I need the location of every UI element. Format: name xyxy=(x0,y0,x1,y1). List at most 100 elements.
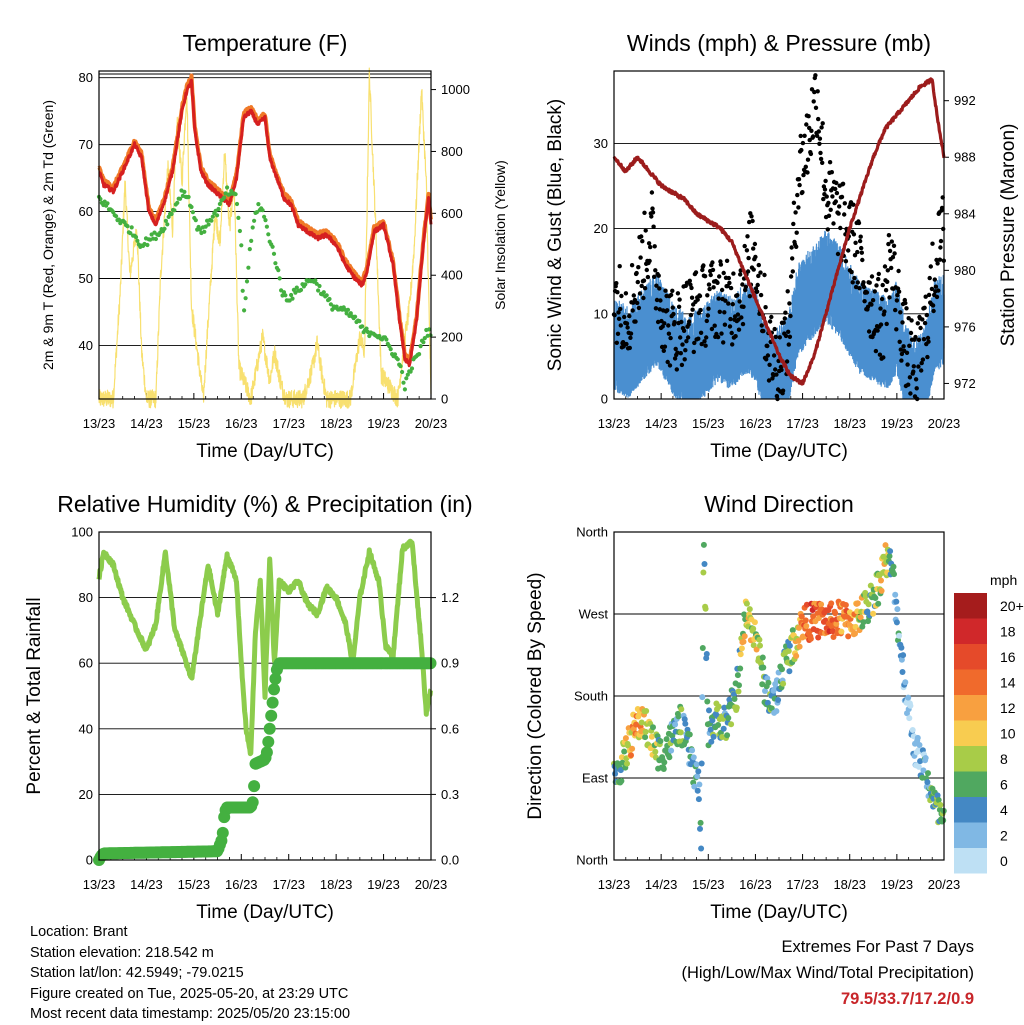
gust-point xyxy=(920,317,925,322)
dewpoint-point xyxy=(244,279,250,284)
gust-point xyxy=(914,386,919,391)
gust-point xyxy=(640,239,645,244)
direction-point xyxy=(810,613,817,620)
gust-point xyxy=(662,344,668,349)
direction-point xyxy=(699,694,706,701)
gust-point xyxy=(769,314,774,320)
y-axis-label: Direction (Colored By Speed) xyxy=(525,572,546,819)
direction-point xyxy=(775,697,782,703)
gust-point xyxy=(829,170,834,175)
gust-point xyxy=(904,350,910,355)
gust-point xyxy=(628,331,634,336)
dewpoint-point xyxy=(250,225,255,230)
gust-point xyxy=(842,201,847,206)
gust-point xyxy=(936,288,941,293)
y-tick-label: 60 xyxy=(79,204,93,219)
dewpoint-point xyxy=(246,265,251,270)
direction-point xyxy=(829,617,836,624)
gust-point xyxy=(828,207,833,212)
dewpoint-point xyxy=(254,210,259,215)
gust-point xyxy=(684,339,689,344)
gust-point xyxy=(708,272,713,278)
gust-point xyxy=(740,321,746,327)
gust-point xyxy=(851,232,857,237)
gust-point xyxy=(738,272,743,277)
gust-point xyxy=(746,255,751,261)
extremes-subtitle: (High/Low/Max Wind/Total Precipitation) xyxy=(681,964,974,982)
gust-point xyxy=(692,340,697,346)
gust-point xyxy=(933,284,939,289)
gust-point xyxy=(817,141,822,146)
y-right-tick-label: 1000 xyxy=(441,82,470,97)
gust-point xyxy=(808,151,814,157)
gust-point xyxy=(667,363,673,368)
direction-point xyxy=(750,642,757,649)
gust-point xyxy=(800,140,806,146)
direction-point xyxy=(730,691,737,698)
y-right-tick-label: 800 xyxy=(441,144,463,159)
gust-point xyxy=(724,258,730,263)
gust-point xyxy=(679,319,684,325)
gust-point xyxy=(753,286,759,291)
direction-point xyxy=(859,623,866,630)
x-tick-label: 18/23 xyxy=(320,877,353,892)
direction-point xyxy=(642,734,649,741)
direction-point xyxy=(887,548,894,555)
gust-point xyxy=(726,275,731,281)
gust-point xyxy=(904,306,909,311)
legend-label: 8 xyxy=(1000,751,1008,767)
gust-point xyxy=(901,344,906,349)
legend-label: 20+ xyxy=(1000,598,1024,614)
direction-point xyxy=(773,708,780,715)
gust-point xyxy=(797,182,802,188)
dewpoint-point xyxy=(400,369,405,375)
gust-point xyxy=(758,270,763,275)
direction-point xyxy=(694,787,701,794)
dewpoint-point xyxy=(328,302,333,307)
gust-point xyxy=(783,333,789,339)
gust-point xyxy=(745,234,750,239)
gust-point xyxy=(618,323,623,328)
dewpoint-point xyxy=(271,251,277,256)
dewpoint-point xyxy=(239,243,244,248)
gust-point xyxy=(907,375,913,380)
gust-point xyxy=(705,293,710,298)
x-tick-label: 16/23 xyxy=(739,877,772,892)
gust-point xyxy=(913,377,919,382)
gust-point xyxy=(818,150,823,156)
latest-text: Most recent data timestamp: 2025/05/20 2… xyxy=(30,1006,351,1022)
y-right-tick-label: 972 xyxy=(954,376,976,391)
gust-point xyxy=(729,330,734,336)
gust-point xyxy=(672,320,677,325)
y-right-tick-label: 0.0 xyxy=(441,853,459,868)
direction-point xyxy=(893,598,900,605)
gust-point xyxy=(884,321,889,327)
gust-point xyxy=(773,334,778,340)
gust-point xyxy=(740,282,745,287)
gust-point xyxy=(862,299,867,304)
gust-point xyxy=(876,271,881,277)
gust-point xyxy=(616,316,622,321)
gust-point xyxy=(810,134,816,139)
dewpoint-point xyxy=(409,366,415,371)
direction-point xyxy=(753,646,760,653)
direction-point xyxy=(818,601,825,608)
gust-point xyxy=(758,292,764,298)
x-tick-label: 15/23 xyxy=(692,877,725,892)
direction-point xyxy=(741,611,748,618)
precip-point xyxy=(260,746,273,759)
legend-swatch xyxy=(954,669,987,695)
gust-point xyxy=(767,362,772,367)
direction-point xyxy=(721,704,728,711)
gust-point xyxy=(631,293,636,298)
dewpoint-point xyxy=(398,364,403,369)
gust-point xyxy=(916,364,921,369)
gust-point xyxy=(857,286,862,291)
direction-point xyxy=(906,715,913,722)
gust-point xyxy=(824,194,829,199)
gust-point xyxy=(678,351,683,356)
direction-point xyxy=(924,779,931,786)
x-tick-label: 19/23 xyxy=(367,877,400,892)
dewpoint-point xyxy=(202,229,207,234)
x-tick-label: 18/23 xyxy=(320,416,353,431)
